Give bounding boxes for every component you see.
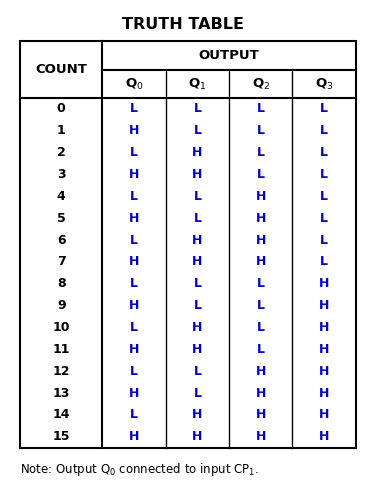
Text: Q$_{2}$: Q$_{2}$ (251, 76, 270, 92)
Text: H: H (255, 387, 266, 400)
Text: 10: 10 (53, 321, 70, 334)
Text: H: H (255, 234, 266, 247)
Text: L: L (320, 124, 328, 137)
Text: H: H (192, 256, 203, 269)
Text: H: H (192, 430, 203, 443)
Text: L: L (193, 365, 201, 378)
Text: H: H (255, 365, 266, 378)
Text: H: H (192, 343, 203, 356)
Text: L: L (257, 146, 265, 159)
Text: 12: 12 (53, 365, 70, 378)
Text: 1: 1 (57, 124, 66, 137)
Text: H: H (129, 387, 139, 400)
Text: H: H (255, 256, 266, 269)
Text: H: H (319, 430, 329, 443)
Text: L: L (257, 168, 265, 181)
Text: 0: 0 (57, 103, 66, 116)
Text: 4: 4 (57, 190, 66, 203)
Text: H: H (255, 190, 266, 203)
Text: H: H (255, 212, 266, 225)
Text: H: H (129, 212, 139, 225)
Text: H: H (129, 124, 139, 137)
Text: L: L (130, 146, 138, 159)
Text: H: H (319, 277, 329, 290)
Text: Q$_{3}$: Q$_{3}$ (315, 76, 334, 92)
Text: L: L (130, 277, 138, 290)
Text: Q$_{0}$: Q$_{0}$ (125, 76, 143, 92)
Text: L: L (320, 168, 328, 181)
Text: L: L (130, 408, 138, 422)
Text: L: L (130, 190, 138, 203)
Text: Note: Output Q$_0$ connected to input CP$_1$.: Note: Output Q$_0$ connected to input CP… (20, 461, 259, 478)
Text: L: L (193, 103, 201, 116)
Text: 8: 8 (57, 277, 66, 290)
Text: H: H (129, 299, 139, 312)
Text: H: H (129, 256, 139, 269)
Text: 3: 3 (57, 168, 66, 181)
Text: H: H (319, 387, 329, 400)
Text: 13: 13 (53, 387, 70, 400)
Text: L: L (320, 234, 328, 247)
Text: L: L (257, 124, 265, 137)
Text: L: L (193, 387, 201, 400)
Text: Q$_{1}$: Q$_{1}$ (188, 76, 207, 92)
Text: 5: 5 (57, 212, 66, 225)
Text: H: H (129, 343, 139, 356)
Text: L: L (257, 299, 265, 312)
Text: L: L (193, 212, 201, 225)
Text: 14: 14 (53, 408, 70, 422)
Text: H: H (319, 343, 329, 356)
Text: OUTPUT: OUTPUT (199, 49, 260, 62)
Text: L: L (257, 343, 265, 356)
Text: H: H (319, 321, 329, 334)
Text: L: L (320, 103, 328, 116)
Text: L: L (130, 103, 138, 116)
Text: L: L (193, 277, 201, 290)
Text: L: L (257, 277, 265, 290)
Text: L: L (320, 256, 328, 269)
Text: 15: 15 (53, 430, 70, 443)
Text: 2: 2 (57, 146, 66, 159)
Text: 7: 7 (57, 256, 66, 269)
Text: H: H (192, 146, 203, 159)
Text: L: L (257, 321, 265, 334)
Text: L: L (257, 103, 265, 116)
Text: L: L (193, 190, 201, 203)
Text: L: L (193, 124, 201, 137)
Text: H: H (192, 168, 203, 181)
Text: L: L (130, 365, 138, 378)
Text: 9: 9 (57, 299, 66, 312)
Text: H: H (319, 408, 329, 422)
Text: H: H (192, 321, 203, 334)
Text: H: H (192, 408, 203, 422)
Bar (20, 41, 356, 448)
Text: H: H (129, 168, 139, 181)
Text: H: H (319, 299, 329, 312)
Text: L: L (193, 299, 201, 312)
Text: 11: 11 (53, 343, 70, 356)
Text: L: L (320, 190, 328, 203)
Text: L: L (130, 321, 138, 334)
Text: COUNT: COUNT (35, 63, 87, 76)
Text: H: H (255, 408, 266, 422)
Text: H: H (192, 234, 203, 247)
Text: H: H (319, 365, 329, 378)
Text: L: L (320, 146, 328, 159)
Text: H: H (129, 430, 139, 443)
Text: L: L (130, 234, 138, 247)
Text: TRUTH TABLE: TRUTH TABLE (122, 17, 243, 32)
Text: H: H (255, 430, 266, 443)
Text: L: L (320, 212, 328, 225)
Text: 6: 6 (57, 234, 66, 247)
